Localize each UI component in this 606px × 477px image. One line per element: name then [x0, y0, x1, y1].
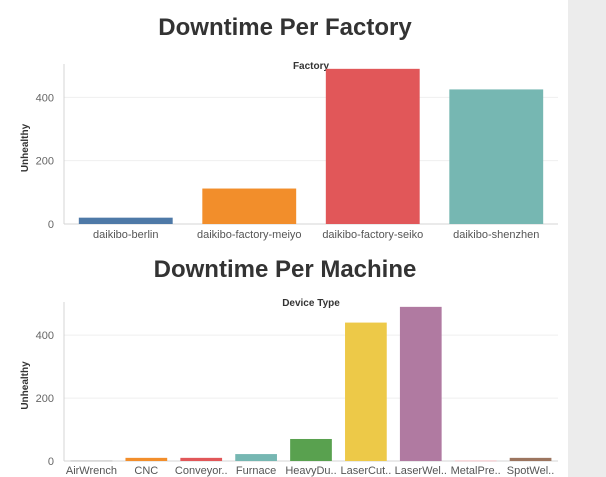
x-category-label: daikibo-factory-seiko	[322, 229, 423, 241]
x-category-label: LaserCut..	[341, 465, 392, 477]
bar-metalpre	[454, 460, 497, 462]
bar-daikibo-factory-meiyo	[202, 188, 297, 224]
bar-airwrench	[70, 460, 113, 462]
bar-laserwel	[399, 306, 442, 461]
y-tick-label: 0	[48, 219, 54, 231]
right-panel-strip	[568, 0, 606, 477]
x-category-label: daikibo-shenzhen	[453, 229, 539, 241]
y-axis-label: Unhealthy	[20, 361, 31, 410]
chart-title-factory: Downtime Per Factory	[158, 14, 412, 41]
bar-daikibo-shenzhen	[449, 89, 544, 225]
bar-cnc	[125, 457, 168, 461]
y-tick-label: 200	[36, 156, 54, 168]
x-category-label: Conveyor..	[175, 465, 228, 477]
bar-lasercut	[345, 322, 387, 461]
x-category-label: AirWrench	[66, 465, 117, 477]
x-category-label: daikibo-berlin	[93, 229, 158, 241]
chart-title-machine: Downtime Per Machine	[153, 256, 417, 283]
x-category-label: MetalPre..	[451, 465, 501, 477]
x-category-label: Furnace	[236, 465, 276, 477]
y-axis-label: Unhealthy	[20, 123, 31, 172]
bar-furnace	[235, 454, 277, 461]
y-tick-label: 400	[36, 92, 54, 104]
y-tick-label: 400	[36, 330, 54, 342]
bar-conveyor	[180, 457, 223, 461]
x-category-label: daikibo-factory-meiyo	[197, 229, 302, 241]
axis-header: Device Type	[282, 298, 340, 309]
x-category-label: SpotWel..	[507, 465, 555, 477]
factory-bar-chart: Factory Unhealthy 0 200 400 daikibo-berlin dai…	[20, 61, 558, 241]
x-category-label: HeavyDu..	[285, 465, 336, 477]
bar-daikibo-factory-seiko	[325, 68, 420, 224]
x-category-label: LaserWel..	[395, 465, 447, 477]
bar-heavydu	[290, 438, 332, 461]
machine-bar-chart: Device Type Unhealthy 0 200 400 AirWrench CNC C…	[20, 298, 558, 477]
y-tick-label: 0	[48, 456, 54, 468]
axis-header: Factory	[293, 61, 330, 72]
x-category-label: CNC	[134, 465, 158, 477]
bar-spotwel	[509, 457, 552, 461]
bar-daikibo-berlin	[78, 217, 173, 224]
y-tick-label: 200	[36, 393, 54, 405]
